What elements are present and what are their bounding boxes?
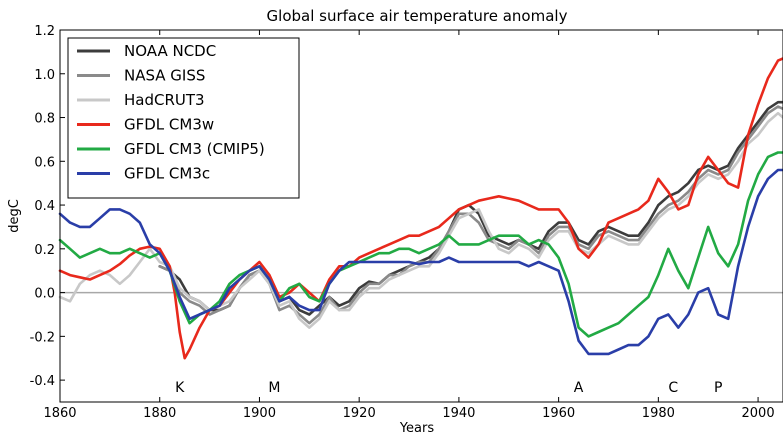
series-line-gfdl-cm3-cmip5 [58, 151, 783, 338]
event-label-a: A [574, 380, 584, 396]
y-tick-label: -0.2 [30, 330, 55, 345]
series-line-gfdl-cm3w [58, 57, 783, 360]
x-tick-label: 1900 [243, 406, 276, 421]
y-tick-label: 1.0 [34, 68, 55, 83]
legend-box [67, 37, 300, 199]
legend: NOAA NCDC NASA GISS HadCRUT3 GFDL CM3w GFDL … [67, 37, 300, 199]
legend-label-gfdl-cm3-cmip5: GFDL CM3 (CMIP5) [124, 140, 265, 158]
y-tick-label: 0.6 [34, 155, 55, 170]
x-tick-label: 1980 [642, 406, 675, 421]
event-label-k: K [175, 380, 185, 396]
x-tick-label: 2000 [742, 406, 775, 421]
series-line-noaa-ncdc [158, 100, 783, 316]
y-axis-label: degC [7, 199, 22, 233]
y-tick-label: 0.0 [34, 287, 55, 302]
legend-label-gfdl-cm3c: GFDL CM3c [124, 165, 210, 183]
y-tick-label: -0.4 [30, 374, 55, 389]
event-label-p: P [714, 380, 722, 396]
series-line-hadcrut3 [58, 111, 783, 329]
legend-label-noaa-ncdc: NOAA NCDC [124, 42, 216, 60]
legend-label-gfdl-cm3w: GFDL CM3w [124, 116, 214, 134]
y-tick-label: 0.4 [34, 199, 55, 214]
x-tick-label: 1940 [442, 406, 475, 421]
series-line-gfdl-cm3c [58, 168, 783, 356]
x-tick-label: 1880 [143, 406, 176, 421]
x-axis-label: Years [399, 421, 435, 436]
x-tick-label: 1920 [343, 406, 376, 421]
axis-layer: 1860 1880 1900 1920 1940 1960 1980 2000 -0.4 -0.2… [30, 24, 775, 421]
y-tick-label: 0.2 [34, 243, 55, 258]
x-tick-label: 1860 [43, 406, 76, 421]
legend-label-hadcrut3: HadCRUT3 [124, 91, 205, 109]
y-tick-label: 1.2 [34, 24, 55, 39]
event-label-c: C [668, 380, 678, 396]
legend-label-nasa-giss: NASA GISS [124, 67, 205, 85]
plot-frame [59, 29, 783, 403]
y-tick-label: 0.8 [34, 112, 55, 127]
series-layer [58, 57, 783, 360]
chart-title: Global surface air temperature anomaly [267, 7, 568, 25]
x-tick-label: 1960 [542, 406, 575, 421]
event-label-m: M [268, 380, 280, 396]
